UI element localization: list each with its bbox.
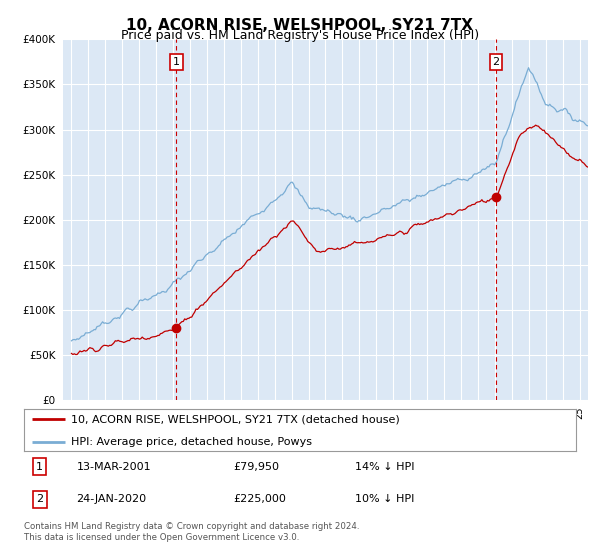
Text: Contains HM Land Registry data © Crown copyright and database right 2024.: Contains HM Land Registry data © Crown c… (24, 522, 359, 531)
Text: HPI: Average price, detached house, Powys: HPI: Average price, detached house, Powy… (71, 437, 312, 446)
Text: This data is licensed under the Open Government Licence v3.0.: This data is licensed under the Open Gov… (24, 533, 299, 542)
Text: 10, ACORN RISE, WELSHPOOL, SY21 7TX (detached house): 10, ACORN RISE, WELSHPOOL, SY21 7TX (det… (71, 414, 400, 424)
Text: Price paid vs. HM Land Registry's House Price Index (HPI): Price paid vs. HM Land Registry's House … (121, 29, 479, 42)
Text: 1: 1 (173, 57, 180, 67)
Text: 2: 2 (493, 57, 500, 67)
Text: 10, ACORN RISE, WELSHPOOL, SY21 7TX: 10, ACORN RISE, WELSHPOOL, SY21 7TX (127, 18, 473, 33)
Text: 14% ↓ HPI: 14% ↓ HPI (355, 461, 415, 472)
Text: 13-MAR-2001: 13-MAR-2001 (76, 461, 151, 472)
Text: 24-JAN-2020: 24-JAN-2020 (76, 494, 146, 505)
Text: 10% ↓ HPI: 10% ↓ HPI (355, 494, 415, 505)
Text: £225,000: £225,000 (234, 494, 287, 505)
Text: £79,950: £79,950 (234, 461, 280, 472)
Text: 1: 1 (36, 461, 43, 472)
Text: 2: 2 (36, 494, 43, 505)
